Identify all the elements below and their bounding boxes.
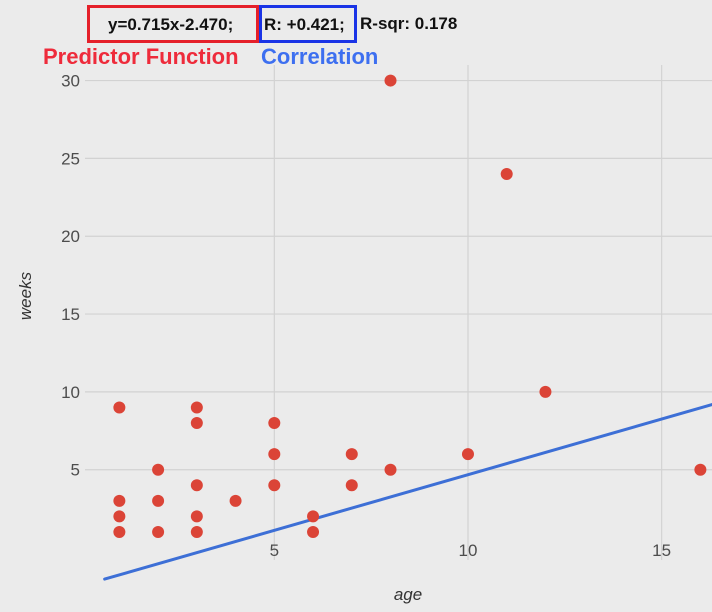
data-point: [268, 479, 281, 492]
data-point: [500, 167, 513, 180]
y-tick-label: 20: [61, 227, 80, 246]
y-tick-label: 25: [61, 149, 80, 168]
trendline: [103, 403, 712, 581]
y-tick-label: 5: [71, 461, 80, 480]
data-point: [152, 463, 165, 476]
data-point: [152, 494, 165, 507]
tick-labels: 5 10 15 5 10 15 20 25 30: [61, 72, 671, 560]
data-point: [190, 525, 203, 538]
correlation-box: R: +0.421;: [259, 5, 357, 43]
data-points: [113, 74, 707, 538]
data-point: [190, 417, 203, 430]
y-tick-label: 10: [61, 383, 80, 402]
equation-box: y=0.715x-2.470;: [87, 5, 259, 43]
data-point: [345, 479, 358, 492]
x-axis-label: age: [394, 585, 422, 604]
data-point: [307, 510, 320, 523]
y-axis-label: weeks: [16, 271, 35, 320]
data-point: [384, 463, 397, 476]
r-squared-text: R-sqr: 0.178: [360, 14, 458, 33]
data-point: [113, 525, 126, 538]
grid-lines: [85, 65, 712, 560]
predictor-function-label: Predictor Function: [43, 44, 239, 69]
x-tick-label: 10: [459, 541, 478, 560]
data-point: [113, 401, 126, 414]
data-point: [539, 385, 552, 398]
y-tick-label: 30: [61, 72, 80, 91]
data-point: [345, 448, 358, 461]
data-point: [113, 494, 126, 507]
data-point: [190, 479, 203, 492]
trendline-layer: [103, 403, 712, 581]
data-point: [384, 74, 397, 87]
x-tick-label: 15: [652, 541, 671, 560]
x-tick-label: 5: [270, 541, 279, 560]
data-point: [113, 510, 126, 523]
data-point: [268, 417, 281, 430]
data-point: [190, 510, 203, 523]
data-point: [694, 463, 707, 476]
data-point: [461, 448, 474, 461]
data-point: [229, 494, 242, 507]
correlation-label: Correlation: [261, 44, 379, 69]
data-point: [152, 525, 165, 538]
data-point: [307, 525, 320, 538]
y-tick-label: 15: [61, 305, 80, 324]
regression-stats: y=0.715x-2.470; R: +0.421; R-sqr: 0.178: [87, 5, 457, 43]
data-point: [268, 448, 281, 461]
data-point: [190, 401, 203, 414]
